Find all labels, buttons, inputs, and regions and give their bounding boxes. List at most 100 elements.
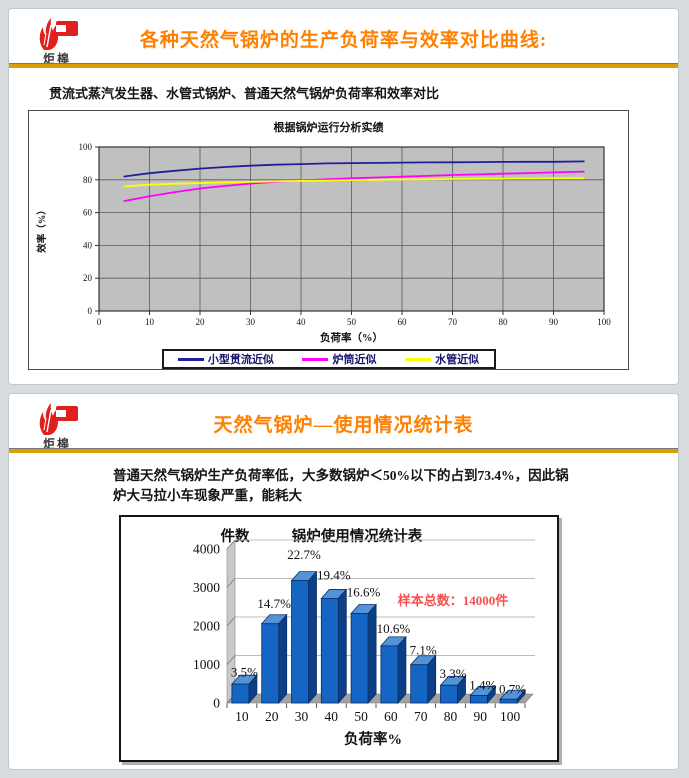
bar-70 <box>410 663 429 703</box>
header-divider <box>9 448 678 453</box>
x-tick-label: 60 <box>384 709 398 724</box>
body-line-1: 普通天然气锅炉生产负荷率低，大多数锅炉＜50%以下的占到73.4%，因此锅 <box>113 468 569 483</box>
legend-line-swatch <box>302 357 329 361</box>
legend-label: 小型贯流近似 <box>207 354 274 366</box>
x-tick-label: 50 <box>354 709 368 724</box>
y-tick-label: 2000 <box>193 618 220 633</box>
y-tick-label: 100 <box>79 142 93 152</box>
legend-line-swatch <box>177 357 204 361</box>
company-logo: 炬槔 <box>25 402 89 452</box>
x-tick-label: 80 <box>499 317 509 327</box>
bar-30 <box>291 579 309 703</box>
x-tick-label: 20 <box>265 709 279 724</box>
y-tick-label: 0 <box>213 695 220 710</box>
bar-side <box>427 654 437 704</box>
bar-90 <box>469 694 488 703</box>
slide2-header: 炬槔 天然气锅炉—使用情况统计表 <box>9 394 678 456</box>
x-tick-label: 30 <box>295 709 309 724</box>
bar-80 <box>440 684 458 703</box>
bar-chart-frame: 件数 锅炉使用情况统计表 0 1000 2000 3000 4000 3.5% 10 14.7% 2… <box>119 514 559 762</box>
line-chart-title: 根据锅炉运行分析实绩 <box>273 122 384 134</box>
logo-text: 炬槔 <box>42 52 71 66</box>
y-tick-label: 80 <box>83 175 93 185</box>
bar-side <box>278 613 288 704</box>
usage-bar-chart: 件数 锅炉使用情况统计表010002000300040003.5%1014.7%2… <box>193 527 535 748</box>
bar-10 <box>231 683 250 703</box>
y-tick-label: 20 <box>83 273 93 283</box>
x-tick-label: 100 <box>597 317 611 327</box>
line-chart-frame: 根据锅炉运行分析实绩 0 10 20 30 40 50 60 70 80 90 100 0 20 40 60… <box>28 110 629 370</box>
bar-percent-label: 19.4% <box>317 567 351 582</box>
y-tick-label: 3000 <box>193 580 220 595</box>
flame-logo-icon <box>39 18 78 50</box>
x-tick-label: 60 <box>398 317 408 327</box>
bar-50 <box>350 612 369 703</box>
bar-side <box>337 587 347 704</box>
sample-total-annotation: 样本总数：14000件 <box>398 593 509 608</box>
x-tick-label: 40 <box>325 709 339 724</box>
slide1-header: 炬槔 各种天然气锅炉的生产负荷率与效率对比曲线: <box>9 9 678 71</box>
bar-side <box>308 570 317 704</box>
flame-logo-icon <box>39 403 78 435</box>
x-tick-label: 10 <box>145 317 155 327</box>
legend-label: 炉筒近似 <box>332 354 377 366</box>
x-tick-label: 30 <box>246 317 256 327</box>
legend-item: 水管近似 <box>405 351 479 367</box>
slide2-body-text: 普通天然气锅炉生产负荷率低，大多数锅炉＜50%以下的占到73.4%，因此锅 炉大… <box>113 466 593 507</box>
x-tick-label: 40 <box>297 317 307 327</box>
slide-efficiency-comparison: 炬槔 各种天然气锅炉的生产负荷率与效率对比曲线: 贯流式蒸汽发生器、水管式锅炉、… <box>8 8 679 385</box>
bar-percent-label: 10.6% <box>377 621 411 636</box>
x-tick-label: 90 <box>549 317 559 327</box>
bar-side <box>367 602 377 704</box>
y-tick <box>226 654 236 665</box>
y-tick-label: 4000 <box>193 541 220 556</box>
bar-percent-label: 3.5% <box>231 664 258 679</box>
slide1-title: 各种天然气锅炉的生产负荷率与效率对比曲线: <box>139 30 548 51</box>
series-小型贯流近似 <box>123 160 585 178</box>
y-tick-label: 0 <box>88 306 93 316</box>
slide2-title: 天然气锅炉—使用情况统计表 <box>213 415 474 436</box>
bar-percent-label: 3.3% <box>439 665 466 680</box>
bar-20 <box>261 622 280 703</box>
x-tick-label: 70 <box>414 709 428 724</box>
slide-usage-statistics: 炬槔 天然气锅炉—使用情况统计表 普通天然气锅炉生产负荷率低，大多数锅炉＜50%… <box>8 393 679 770</box>
logo-text: 炬槔 <box>42 437 71 451</box>
company-logo: 炬槔 <box>25 17 89 67</box>
bar-percent-label: 16.6% <box>347 584 381 599</box>
slide1-subtitle: 贯流式蒸汽发生器、水管式锅炉、普通天然气锅炉负荷率和效率对比 <box>49 86 440 101</box>
x-tick-label: 20 <box>196 317 206 327</box>
y-axis-title: 效率（%） <box>36 205 48 253</box>
bar-percent-label: 7.1% <box>410 642 437 657</box>
legend-label: 水管近似 <box>435 354 480 366</box>
efficiency-line-chart: 0 10 20 30 40 50 60 70 80 90 100 0 20 40 60 80 100 负荷率（%）… <box>36 142 611 344</box>
bar-40 <box>320 597 339 703</box>
x-tick-label: 100 <box>500 709 520 724</box>
x-tick-label: 0 <box>97 317 102 327</box>
header-divider <box>9 63 678 68</box>
y-tick <box>226 616 236 626</box>
line-chart-legend: 小型贯流近似 炉筒近似 水管近似 <box>161 349 496 369</box>
series-水管近似 <box>123 177 585 188</box>
legend-item: 炉筒近似 <box>302 351 376 367</box>
bar-percent-label: 0.7% <box>499 681 526 696</box>
series-炉筒近似 <box>123 170 585 202</box>
x-tick-label: 50 <box>347 317 357 327</box>
bar-percent-label: 1.4% <box>469 677 496 692</box>
x-axis-title: 负荷率% <box>344 730 402 748</box>
y-tick <box>226 577 236 588</box>
x-tick-label: 90 <box>474 709 488 724</box>
bar-percent-label: 14.7% <box>257 596 291 611</box>
bar-100 <box>499 698 518 703</box>
y-tick-label: 1000 <box>193 657 220 672</box>
bar-percent-label: 22.7% <box>287 547 321 562</box>
bar-side <box>397 635 407 704</box>
x-tick-label: 80 <box>444 709 458 724</box>
legend-item: 小型贯流近似 <box>177 351 274 367</box>
bar-chart-title: 锅炉使用情况统计表 <box>292 527 423 545</box>
y-tick-label: 40 <box>83 240 93 250</box>
body-line-2: 炉大马拉小车现象严重，能耗大 <box>113 488 302 504</box>
y-tick-label: 60 <box>83 208 93 218</box>
x-tick-label: 70 <box>448 317 458 327</box>
legend-line-swatch <box>405 357 432 361</box>
x-axis-title: 负荷率（%） <box>320 331 383 344</box>
